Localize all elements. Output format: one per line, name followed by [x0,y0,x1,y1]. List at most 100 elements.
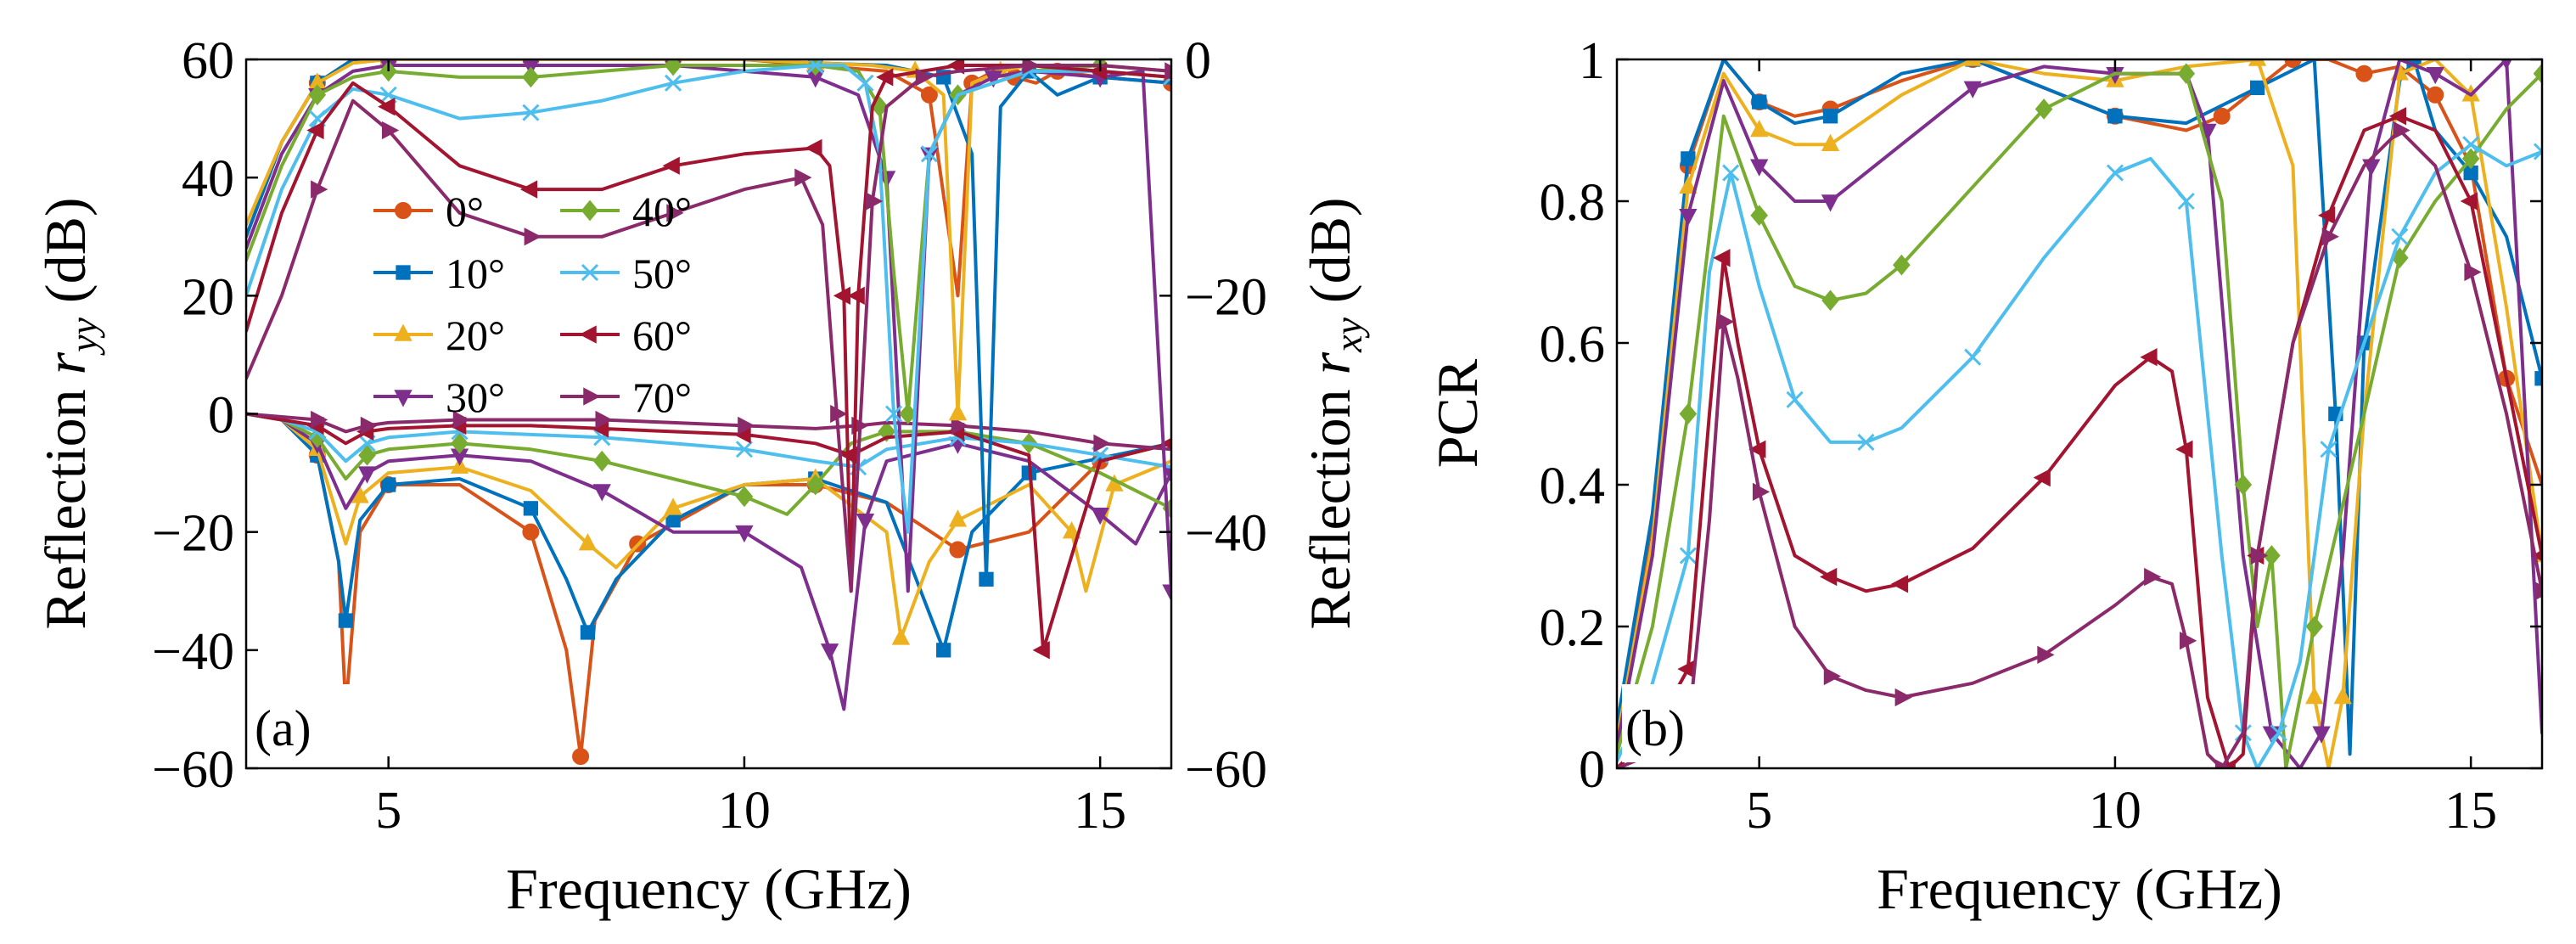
pcr-point-70deg [1717,312,1735,331]
ryy-point-10deg [936,643,951,658]
pcr-point-70deg [1894,688,1912,707]
legend-item-60deg: 60° [560,312,692,359]
ryy-point-70deg [452,410,471,430]
pcr-point-10deg [1752,94,1767,110]
legend-item-50deg: 50° [560,250,692,297]
ryy-point-40deg [806,474,825,496]
ryy-point-60deg [1032,641,1050,660]
rxy-point-70deg [666,204,684,222]
pcr-point-10deg [2107,109,2123,124]
rxy-point-20deg [948,403,968,421]
rxy-point-50deg [665,74,682,92]
pcr-point-40deg [2034,98,2053,120]
rxy-markers-30deg [308,59,1171,602]
pcr-point-40deg [2461,148,2480,170]
ryy-point-10deg [523,501,539,516]
ryy-point-30deg [1162,466,1171,484]
ryy-point-20deg [351,486,369,503]
legend-marker [396,265,411,280]
pcr-point-40deg [1893,254,1911,276]
ryy-line-50deg [246,412,1171,469]
rxy-point-50deg [920,145,938,163]
ryy-point-70deg [738,416,755,435]
x-tick-label: 10 [2089,782,2141,840]
pcr-point-50deg [2391,228,2409,245]
ryy-point-30deg [357,466,377,484]
y-tick-label: 0.4 [1540,458,1606,515]
pcr-point-70deg [2180,632,2197,650]
pcr-point-0deg [2355,65,2373,82]
panel-b-x-label: Frequency (GHz) [1877,857,2282,921]
rxy-point-30deg [984,70,1003,88]
pcr-point-30deg [1750,159,1769,177]
rxy-line-20deg [246,59,1171,416]
rxy-point-60deg [519,180,538,199]
pcr-point-50deg [1722,164,1740,182]
pcr-point-20deg [2333,687,2352,705]
pcr-point-60deg [2460,192,2478,211]
pcr-point-50deg [1964,348,1982,366]
panel-a-curves [246,59,1171,766]
pcr-point-60deg [1820,567,1838,587]
panel-a-left-y-ticks: 60 40 20 0 −20 −40 −60 [152,32,258,799]
rxy-point-10deg [979,571,994,587]
pcr-point-60deg [2531,549,2542,562]
ryy-point-70deg [311,410,328,430]
rxy-line-40deg [246,64,1171,416]
ryy-point-40deg [735,486,754,508]
ryy-point-10deg [381,477,396,492]
pcr-line-50deg [1617,143,2542,768]
panel-b: 5 10 15 0 0.2 0.4 0.6 0.8 1 Frequency (GHz) PCR… [1425,32,2544,921]
pcr-point-70deg [1752,482,1771,502]
pcr-markers-70deg [1681,121,2542,768]
ryy-point-40deg [451,432,469,454]
pcr-point-40deg [1679,403,1698,424]
legend-item-10deg: 10° [373,250,505,297]
y-tick-label-left: −20 [152,505,234,563]
x-tick-label: 5 [1746,782,1772,840]
rxy-point-70deg [381,121,400,140]
pcr-point-60deg [2033,468,2051,487]
pcr-point-30deg [2312,726,2331,744]
ryy-line-0deg [246,412,1171,759]
ryy-point-0deg [522,523,540,541]
y-tick-label-left: 0 [208,387,234,445]
legend-item-20deg: 20° [373,312,505,359]
rxy-point-60deg [306,121,324,140]
ryy-point-60deg [1160,437,1171,449]
rxy-point-70deg [794,168,812,187]
pcr-point-60deg [2388,107,2407,126]
panel-b-curves [1617,59,2542,768]
rxy-point-50deg [856,74,874,92]
legend-label: 60° [632,312,692,359]
pcr-point-50deg [2177,192,2195,211]
ryy-point-40deg [358,444,376,466]
panel-b-frame [1615,58,2544,770]
pcr-point-50deg [1786,391,1804,408]
ryy-point-10deg [580,625,596,640]
panel-a-label: (a) [255,700,311,756]
ryy-line-70deg [246,412,1171,452]
rxy-point-70deg [311,180,328,199]
legend-marker [581,199,599,222]
x-tick-label: 15 [1074,782,1126,840]
rxy-markers-20deg [308,59,1109,421]
panel-a-x-ticks: 5 10 15 [375,59,1126,840]
pcr-point-20deg [1963,59,1982,66]
legend-marker [395,202,412,219]
legend-item-70deg: 70° [560,374,692,421]
pcr-point-40deg [2177,63,2196,85]
pcr-point-50deg [2533,143,2542,160]
ryy-point-20deg [1062,521,1081,539]
pcr-point-70deg [2250,546,2269,565]
y-tick-label: 1 [1579,32,1605,90]
pcr-markers-10deg [1681,59,2542,422]
ryy-point-20deg [664,497,682,515]
pcr-point-30deg [1679,208,1698,227]
pcr-point-0deg [2284,59,2302,68]
pcr-point-70deg [2393,121,2410,140]
legend-marker [581,263,599,282]
pcr-point-0deg [2213,107,2231,125]
pcr-point-50deg [2106,164,2124,182]
